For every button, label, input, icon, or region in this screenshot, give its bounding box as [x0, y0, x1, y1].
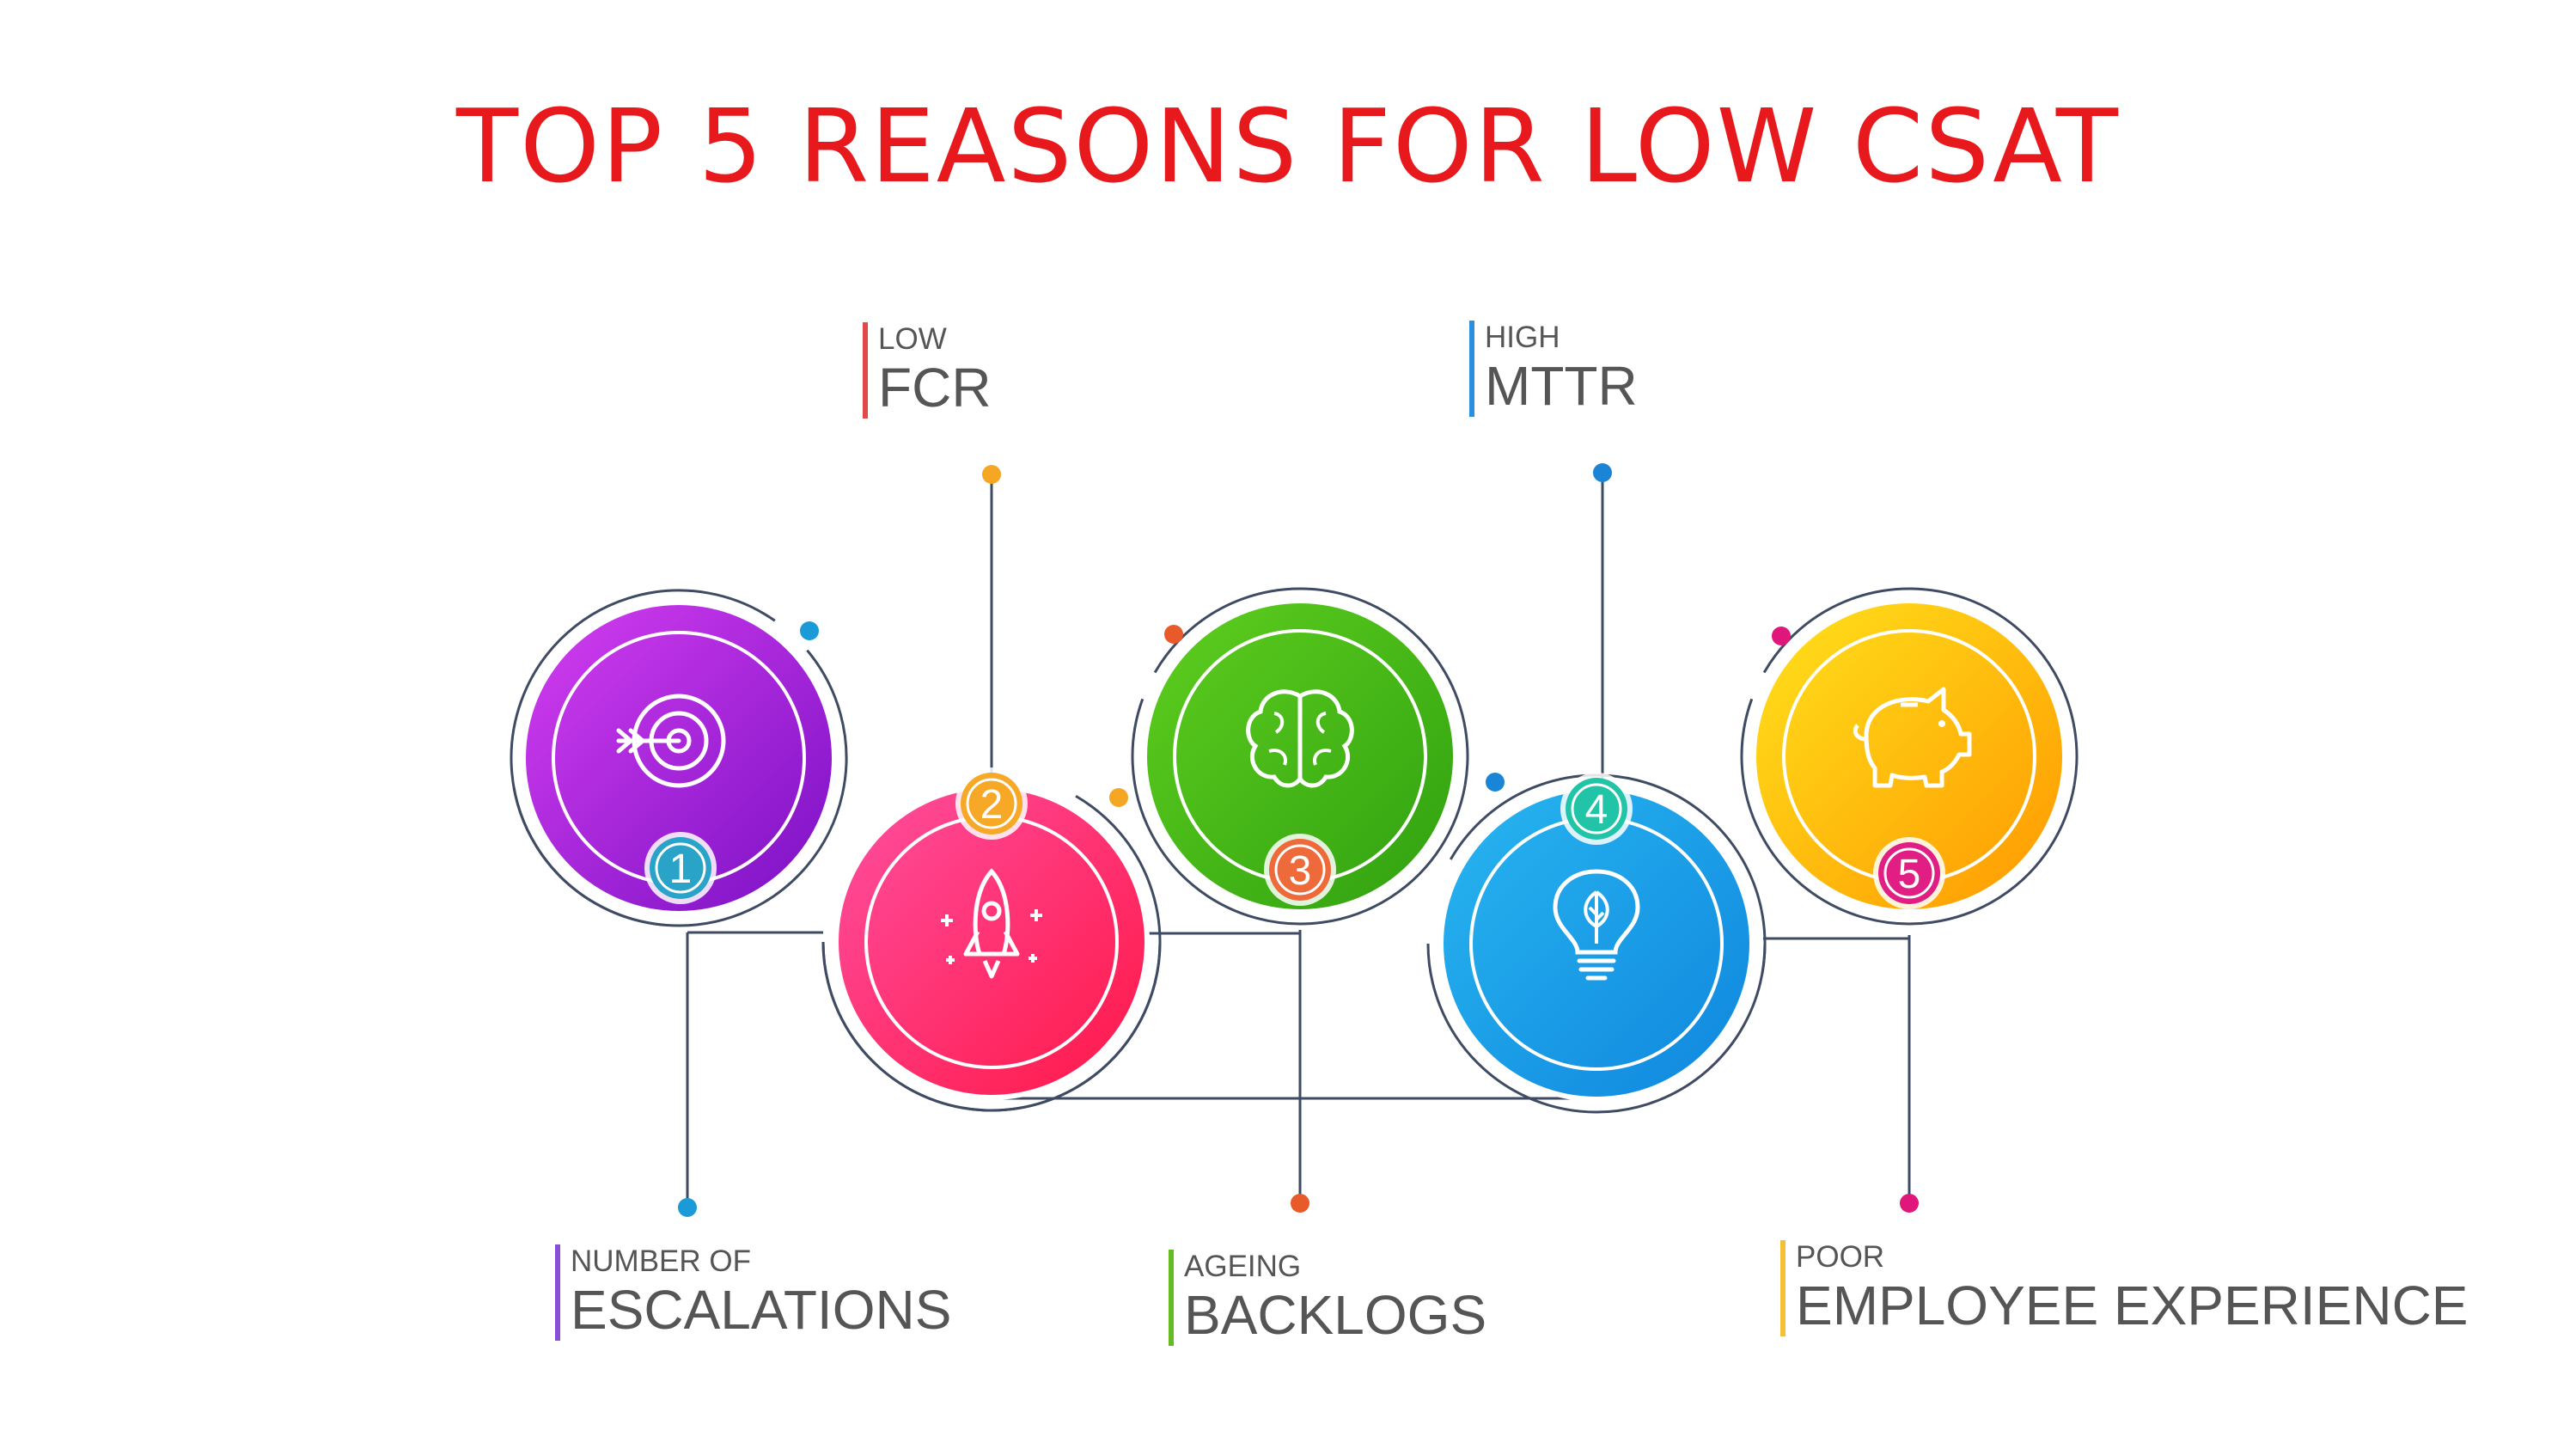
reason-step-3: 3: [1131, 587, 1469, 926]
outer-ring-arc: [821, 941, 1162, 1112]
stem-end-dot: [678, 1198, 697, 1217]
reason-circle: [1756, 603, 2062, 909]
number-badge: 5: [1873, 837, 1945, 909]
lightbulb-icon: [1553, 869, 1640, 981]
badge-number: 3: [1289, 848, 1312, 894]
page-title: TOP 5 REASONS FOR LOW CSAT: [456, 87, 2120, 205]
number-badge: 1: [644, 832, 717, 904]
reason-step-5: 5: [1740, 587, 2079, 926]
label-employee-experience: POOR EMPLOYEE EXPERIENCE: [1780, 1240, 2468, 1336]
number-badge: 4: [1560, 773, 1633, 845]
badge-number: 1: [669, 847, 693, 892]
reason-circle: [526, 605, 832, 911]
label-big-text: BACKLOGS: [1184, 1284, 1487, 1346]
label-small-text: HIGH: [1485, 321, 1560, 354]
label-fcr: LOW FCR: [863, 322, 992, 419]
outer-ring-arc: [1449, 773, 1767, 974]
target-icon: [616, 694, 726, 788]
label-small-text: LOW: [878, 322, 947, 356]
outer-ring-arc: [1740, 698, 2076, 926]
label-big-text: ESCALATIONS: [571, 1279, 952, 1341]
number-badge: 2: [955, 767, 1028, 840]
label-escalations: NUMBER OF ESCALATIONS: [555, 1244, 951, 1341]
label-big-text: EMPLOYEE EXPERIENCE: [1796, 1275, 2469, 1336]
label-big-text: MTTR: [1485, 355, 1638, 417]
ring-end-dot: [1486, 773, 1505, 792]
reason-circles: 1 3 5 2 4: [510, 587, 2079, 1114]
outer-ring-arc: [510, 589, 776, 926]
stem-end-dot: [1900, 1194, 1919, 1213]
badge-number: 5: [1898, 852, 1921, 897]
ring-end-dot: [800, 621, 819, 640]
brain-icon: [1246, 689, 1354, 788]
stem-end-dot: [982, 465, 1001, 484]
label-small-text: POOR: [1796, 1240, 1885, 1274]
rocket-icon: [941, 868, 1042, 979]
label-small-text: AGEING: [1184, 1250, 1302, 1283]
reason-step-2: 2: [821, 767, 1162, 1112]
outer-ring-arc: [1426, 943, 1767, 1114]
badge-number: 4: [1585, 787, 1608, 833]
label-backlogs: AGEING BACKLOGS: [1169, 1250, 1486, 1346]
outer-ring-arc: [1131, 698, 1467, 926]
outer-ring-arc: [1153, 587, 1469, 786]
stem-end-dot: [1593, 463, 1612, 482]
stem-end-dot: [1291, 1194, 1309, 1213]
badge-number: 2: [980, 782, 1004, 828]
ring-end-dot: [1109, 788, 1128, 807]
connector-lines: [678, 463, 1919, 1217]
reason-circle: [839, 789, 1145, 1095]
label-mttr: HIGH MTTR: [1469, 321, 1638, 417]
ring-end-dot: [1164, 625, 1183, 644]
label-small-text: NUMBER OF: [571, 1244, 751, 1278]
piggy-bank-icon: [1853, 687, 1972, 788]
outer-ring-arc: [1762, 587, 2079, 786]
reason-step-4: 4: [1426, 773, 1767, 1114]
ring-end-dot: [1772, 627, 1791, 645]
label-big-text: FCR: [878, 357, 992, 419]
number-badge: 3: [1264, 834, 1336, 906]
reason-step-1: 1: [510, 589, 848, 927]
